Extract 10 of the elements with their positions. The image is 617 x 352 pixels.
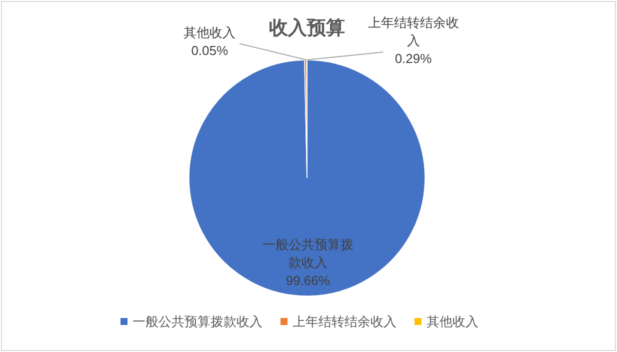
slice-label: 其他收入 xyxy=(182,24,237,42)
legend-label: 上年结转结余收入 xyxy=(292,314,396,329)
chart-title: 收入预算 xyxy=(269,17,345,39)
legend-label: 一般公共预算拨款收入 xyxy=(132,314,262,329)
data-label: 99.66% xyxy=(284,272,331,290)
data-label: 0.05% xyxy=(190,42,230,60)
data-label: 0.29% xyxy=(394,50,433,68)
legend-label: 其他收入 xyxy=(426,314,478,329)
slice-label: 上年结转结余收入 xyxy=(366,14,460,50)
slice-label: 一般公共预算拨款收入 xyxy=(261,236,354,272)
